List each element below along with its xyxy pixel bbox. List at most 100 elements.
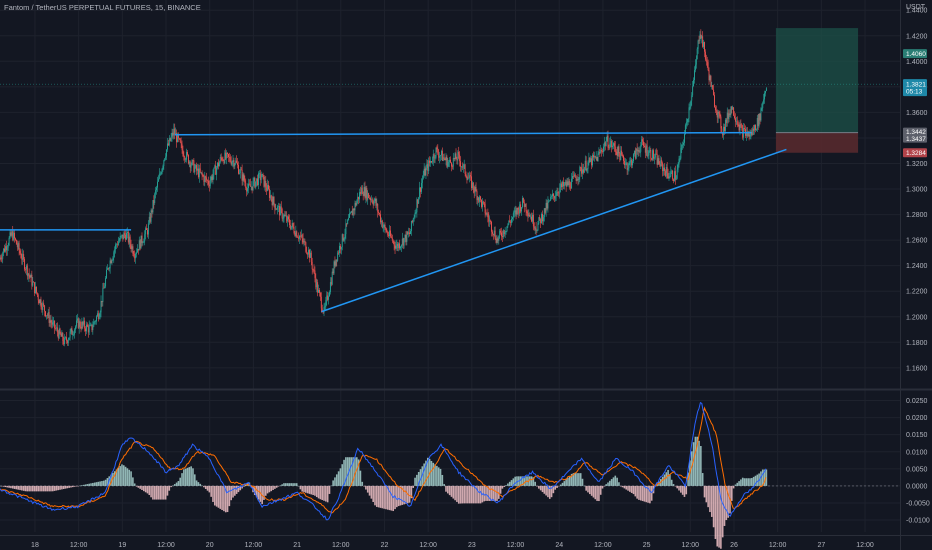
candle-up [564, 181, 566, 185]
candle-down [497, 238, 499, 241]
candle-up [709, 75, 711, 81]
macd-hist-down [33, 485, 36, 492]
macd-hist-up [288, 483, 291, 486]
candle-down [129, 236, 131, 245]
macd-hist-down [490, 485, 493, 501]
macd-hist-down [712, 485, 715, 528]
candle-down [402, 238, 404, 246]
macd-hist-down [397, 485, 400, 507]
macd-hist-up [432, 462, 435, 486]
candle-up [764, 93, 766, 100]
macd-hist-up [355, 457, 358, 486]
candle-up [343, 238, 345, 241]
target-zone[interactable] [775, 28, 859, 133]
candle-up [52, 321, 54, 325]
candle-up [42, 303, 44, 310]
candle-up [425, 167, 427, 176]
candle-down [302, 238, 304, 243]
candle-down [351, 211, 353, 216]
candle-down [604, 142, 606, 146]
macd-axis[interactable]: 0.0250 0.0200 0.0150 0.0100 0.0050 0.0000 -0.0… [906, 398, 930, 525]
candle-down [223, 160, 225, 164]
symbol-title[interactable]: Fantom / TetherUS PERPETUAL FUTURES, 15,… [4, 3, 201, 12]
candle-down [20, 253, 22, 259]
candle-down [314, 270, 316, 278]
candle-down [424, 168, 426, 176]
candle-down [653, 150, 654, 159]
price-axis[interactable]: USDT1.44001.42001.40001.38001.36001.3400… [906, 4, 928, 372]
candle-down [312, 269, 314, 270]
candle-up [578, 177, 580, 180]
trendline-resistance[interactable] [174, 131, 752, 136]
macd-hist-down [166, 485, 169, 496]
macd-hist-down [374, 485, 376, 506]
candle-down [229, 157, 231, 162]
candle-up [197, 168, 198, 171]
candle-up [723, 126, 725, 136]
candle-up [6, 247, 8, 251]
candle-up [339, 245, 340, 254]
macd-hist-up [425, 460, 427, 486]
macd-hist-up [559, 484, 562, 486]
candle-down [378, 211, 380, 214]
position-zones[interactable] [0, 28, 900, 153]
time-tick-label: 21 [293, 542, 301, 549]
macd-hist-up [436, 465, 438, 486]
candle-up [3, 248, 5, 254]
candle-down [453, 157, 455, 159]
candle-up [505, 231, 507, 233]
candle-down [714, 95, 715, 108]
candle-up [278, 206, 279, 207]
candle-up [188, 161, 190, 164]
candle-up [256, 178, 258, 182]
time-tick-label: 26 [730, 542, 738, 549]
candle-down [298, 237, 299, 239]
macd-hist-up [423, 463, 425, 486]
candle-down [172, 132, 174, 136]
candle-up [499, 230, 501, 236]
price-tick-label: 1.3200 [906, 161, 928, 168]
candle-up [432, 154, 434, 162]
candle-up [318, 289, 320, 293]
candle-up [511, 219, 512, 223]
candle-down [288, 219, 290, 226]
candle-up [328, 296, 330, 300]
candle-down [553, 196, 555, 199]
macd-hist-down [152, 485, 154, 500]
candle-up [147, 223, 149, 235]
candle-up [760, 108, 762, 121]
trendline-rising-support[interactable] [321, 148, 787, 313]
macd-hist-down [450, 485, 453, 497]
candle-up [761, 107, 763, 109]
candle-up [627, 168, 629, 170]
candle-down [673, 179, 674, 181]
candle-up [72, 334, 74, 336]
macd-hist-down [230, 485, 232, 501]
candle-up [185, 159, 187, 161]
macd-hist-down [215, 485, 218, 507]
candle-down [407, 231, 409, 235]
macd-hist-up [565, 479, 567, 486]
macd-hist-up [734, 484, 737, 486]
macd-hist-down [705, 485, 708, 503]
candle-up [524, 203, 526, 207]
current-price-tag: 1.3821 [906, 81, 926, 88]
trendlines[interactable] [0, 131, 787, 313]
candle-up [461, 166, 462, 168]
time-tick-label: 12:00 [769, 542, 787, 549]
candle-up [161, 168, 163, 174]
candle-up [45, 315, 47, 317]
candle-up [333, 261, 335, 274]
macd-hist-down [366, 485, 369, 493]
candle-down [372, 202, 374, 205]
macd-hist-down [153, 485, 156, 500]
candle-up [75, 326, 76, 330]
time-axis[interactable]: 18 12:00 19 12:00 20 12:00 21 12:00 22 12:00 23 12:… [31, 542, 874, 549]
macd-hist-down [383, 485, 385, 509]
candle-up [449, 159, 451, 163]
stop-zone[interactable] [775, 132, 859, 153]
candle-down [35, 286, 37, 293]
macd-hist-down [732, 485, 735, 489]
